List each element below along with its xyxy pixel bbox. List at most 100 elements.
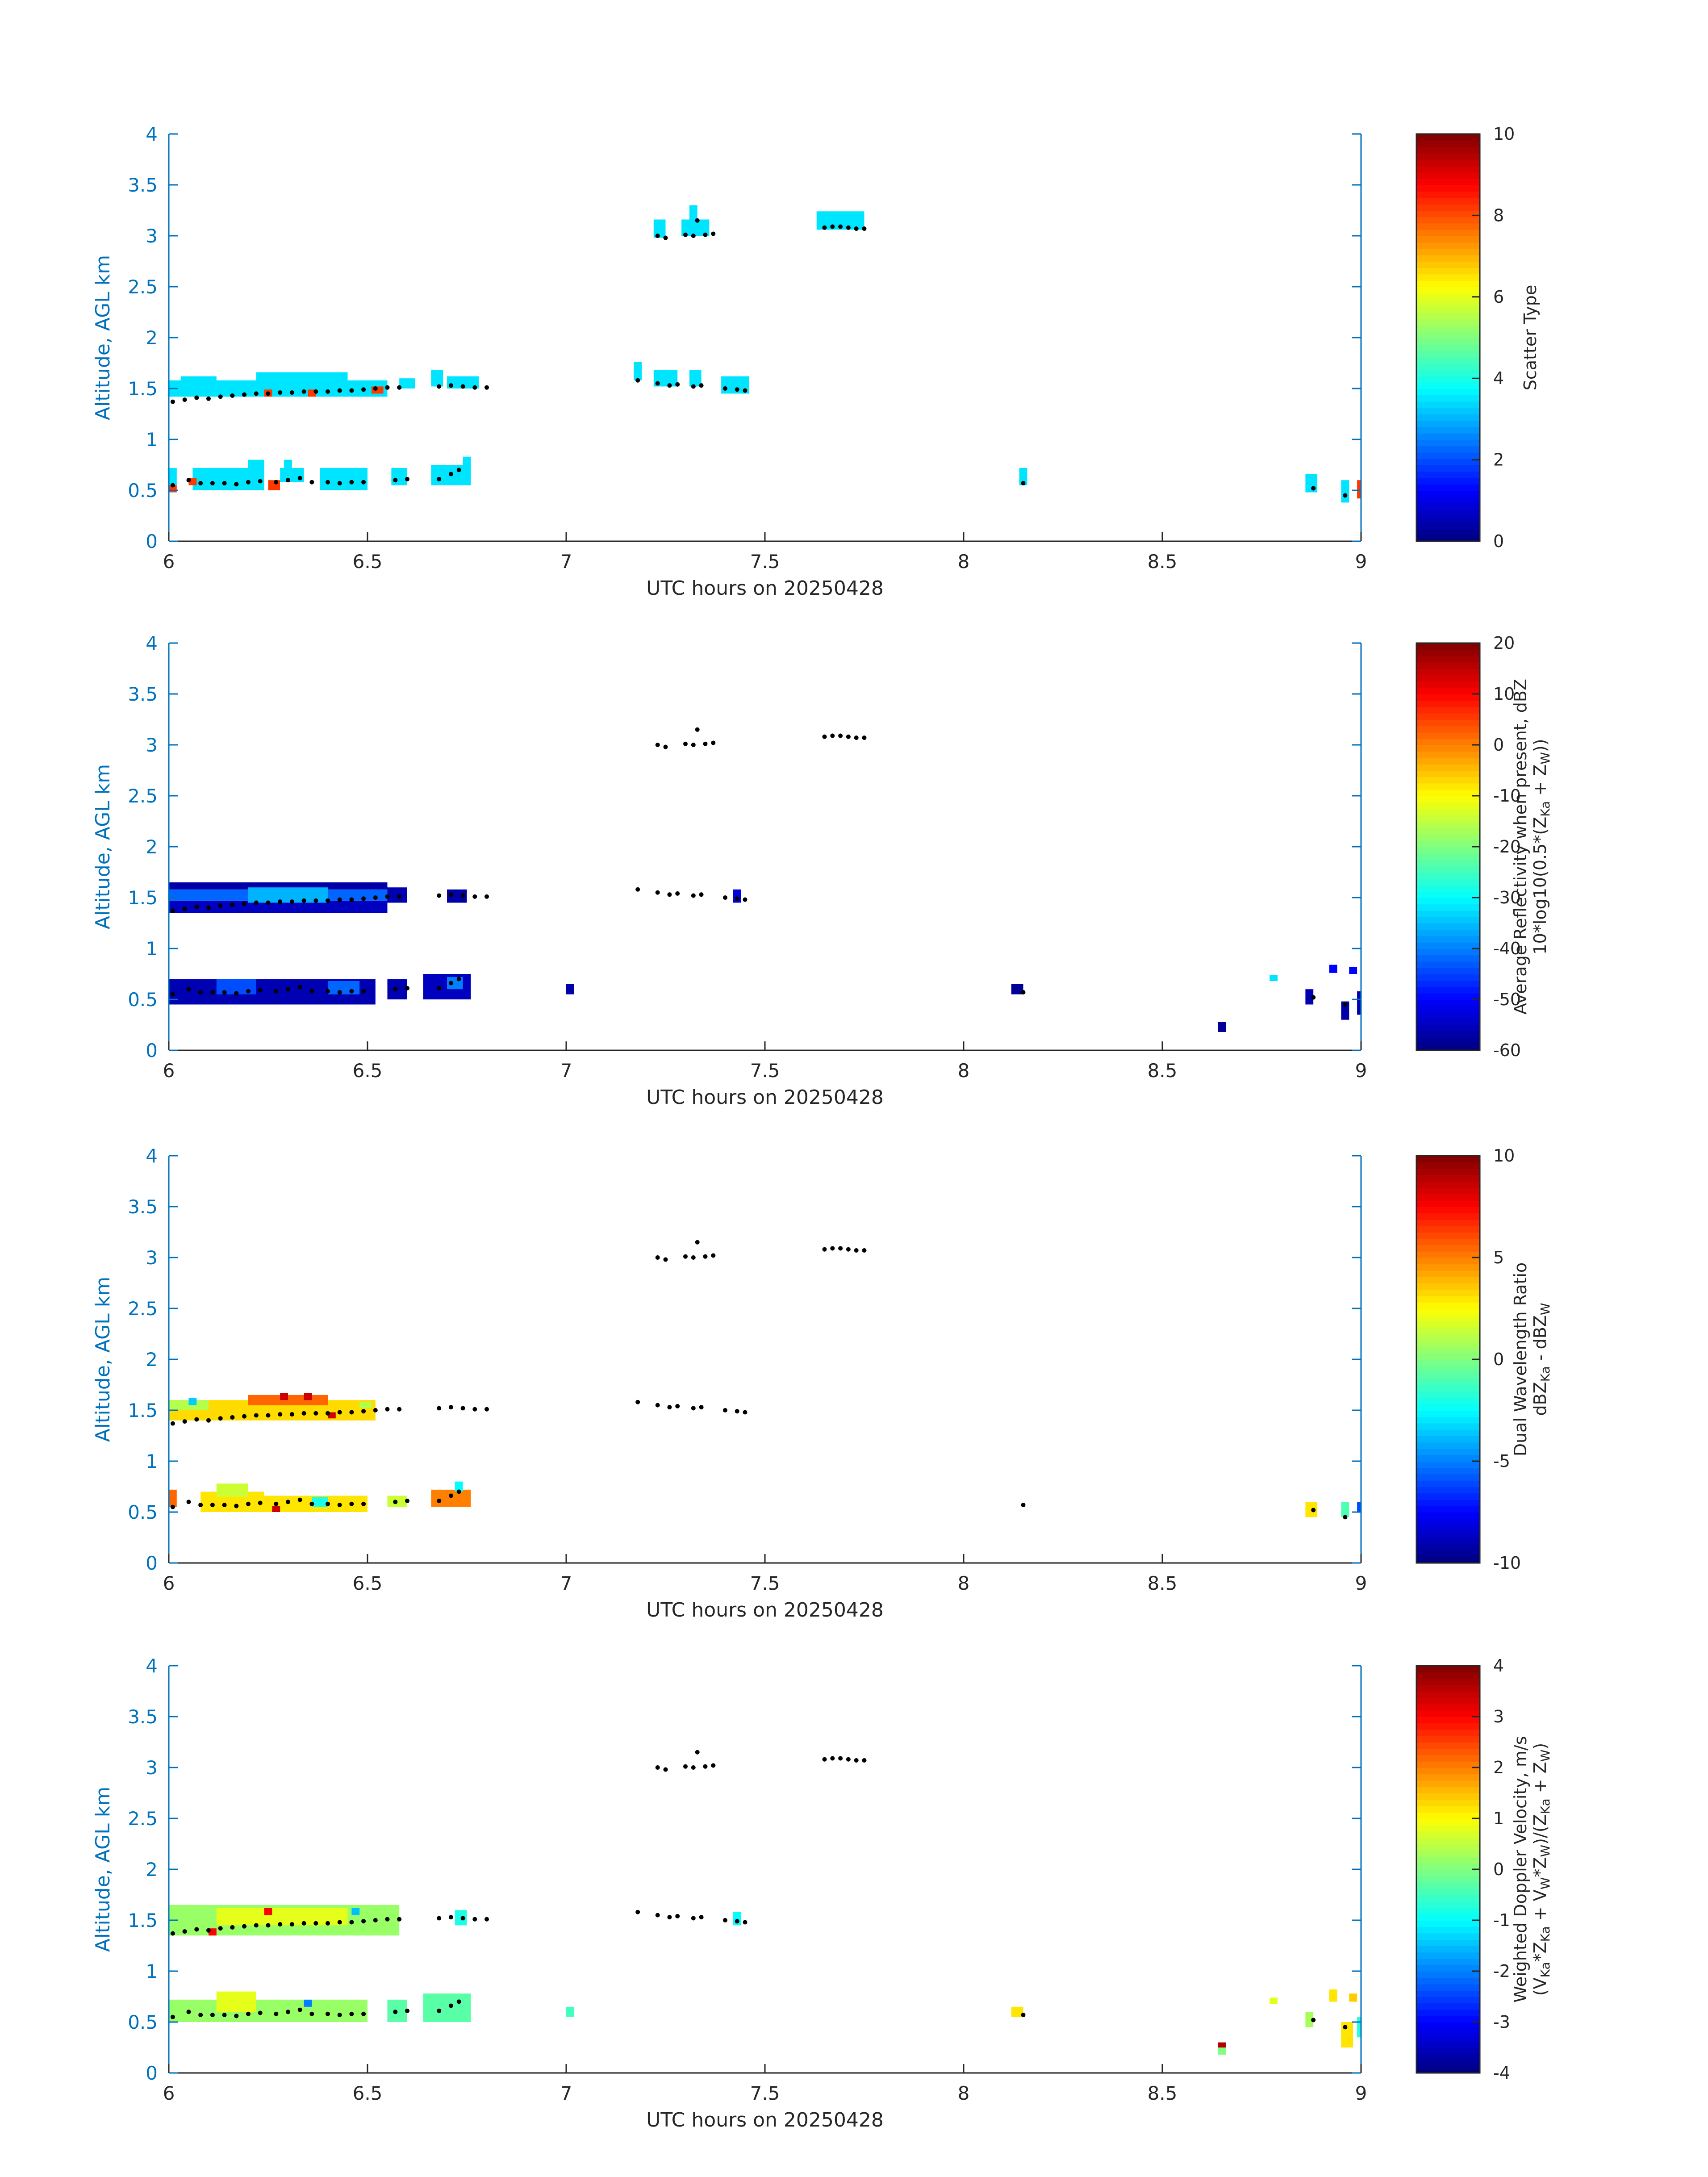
marker-dot: [675, 891, 680, 896]
marker-dot: [448, 1405, 453, 1410]
colorbar-step: [1416, 993, 1480, 1000]
colorbar-step: [1416, 1156, 1480, 1163]
colorbar-step: [1416, 783, 1480, 790]
colorbar-step: [1416, 1417, 1480, 1424]
y-axis-label: Altitude, AGL km: [92, 764, 114, 929]
x-axis-label: UTC hours on 20250428: [646, 1086, 884, 1109]
marker-dot: [206, 1418, 211, 1423]
colorbar-step: [1416, 1538, 1480, 1545]
marker-dot: [743, 897, 748, 902]
colorbar-step: [1416, 236, 1480, 243]
marker-dot: [735, 1409, 739, 1414]
colorbar-step: [1416, 1755, 1480, 1762]
colorbar-step: [1416, 1697, 1480, 1705]
colorbar-step: [1416, 1774, 1480, 1781]
colorbar-step: [1416, 1672, 1480, 1679]
marker-dot: [266, 1923, 271, 1928]
marker-dot: [309, 1501, 314, 1506]
colorbar-step: [1416, 299, 1480, 306]
colorbar-step: [1416, 694, 1480, 701]
colorbar-step: [1416, 1353, 1480, 1360]
colorbar-step: [1416, 1793, 1480, 1800]
x-tick-label: 6: [163, 551, 175, 572]
heatmap-cell: [359, 1402, 372, 1408]
x-tick-label: 9: [1355, 1060, 1367, 1082]
colorbar-step: [1416, 942, 1480, 949]
marker-dot: [448, 1915, 453, 1920]
colorbar-step: [1416, 1544, 1480, 1551]
colorbar-step: [1416, 1238, 1480, 1245]
colorbar-step: [1416, 1799, 1480, 1806]
marker-dot: [198, 1503, 203, 1508]
colorbar-step: [1416, 242, 1480, 249]
marker-dot: [683, 741, 688, 746]
heatmap-cell: [1341, 2022, 1353, 2047]
colorbar-step: [1416, 974, 1480, 981]
colorbar-tick-label: -3: [1493, 2012, 1510, 2032]
colorbar-step: [1416, 847, 1480, 854]
colorbar-step: [1416, 1429, 1480, 1436]
panel-4: 6 6.5 7 7.5 8 8.5 9 0 0.5 1 1.5 2 2.5 3 3.5 4 UTC hours …: [92, 1655, 1553, 2131]
colorbar-label: Weighted Doppler Velocity, m/s: [1511, 1736, 1530, 2002]
marker-dot: [373, 1408, 378, 1412]
colorbar-step: [1416, 1461, 1480, 1468]
colorbar-step: [1416, 719, 1480, 727]
marker-dot: [397, 1917, 402, 1922]
colorbar-step: [1416, 1181, 1480, 1188]
heatmap-cell: [1357, 1502, 1361, 1512]
colorbar-step: [1416, 1997, 1480, 2004]
marker-dot: [743, 1920, 748, 1925]
marker-dot: [313, 1921, 318, 1926]
marker-dot: [274, 2011, 279, 2016]
colorbar-step: [1416, 923, 1480, 930]
colorbar-step: [1416, 197, 1480, 205]
colorbar-tick-label: 1: [1493, 1809, 1504, 1828]
heatmap-cell: [1341, 1001, 1349, 1020]
y-tick-label: 3.5: [128, 1196, 158, 1218]
colorbar-step: [1416, 1844, 1480, 1851]
marker-dot: [182, 1419, 187, 1424]
marker-dot: [448, 2003, 453, 2008]
marker-dot: [456, 1999, 461, 2004]
marker-dot: [703, 232, 708, 237]
colorbar-step: [1416, 643, 1480, 650]
marker-dot: [326, 389, 330, 394]
heatmap-cell: [351, 1908, 360, 1915]
x-tick-label: 8.5: [1148, 2082, 1178, 2104]
colorbar-tick-label: 10: [1493, 1146, 1515, 1166]
marker-dot: [274, 1501, 279, 1506]
colorbar: -4 -3 -2 -1 0 1 2 3 4 Weighted Doppler Velocity, …: [1416, 1656, 1553, 2083]
marker-dot: [743, 388, 748, 393]
marker-dot: [667, 1915, 672, 1920]
colorbar-label: Dual Wavelength Ratio: [1511, 1262, 1530, 1456]
heatmap-cell: [192, 468, 264, 490]
marker-dot: [361, 387, 366, 392]
colorbar-step: [1416, 433, 1480, 440]
colorbar: -60 -50 -40 -30 -20 -10 0 10 20 Average Reflectiv…: [1416, 633, 1553, 1060]
colorbar-step: [1416, 2022, 1480, 2029]
marker-dot: [286, 987, 290, 992]
marker-dot: [723, 1918, 727, 1922]
marker-dot: [846, 1247, 851, 1252]
y-tick-label: 0: [146, 2062, 158, 2084]
colorbar-step: [1416, 1283, 1480, 1290]
marker-dot: [675, 1914, 680, 1918]
colorbar-step: [1416, 389, 1480, 396]
colorbar-label: (VKa​*ZKa​ + VW​*ZW​)/(ZKa​ + ZW​): [1530, 1743, 1553, 1996]
marker-dot: [170, 2014, 175, 2019]
colorbar-step: [1416, 1219, 1480, 1226]
marker-dot: [1311, 2018, 1316, 2022]
colorbar-tick-label: 10: [1493, 684, 1515, 704]
marker-dot: [313, 898, 318, 903]
marker-dot: [830, 733, 835, 738]
marker-dot: [361, 1919, 366, 1924]
marker-dot: [337, 1410, 342, 1415]
colorbar-step: [1416, 859, 1480, 866]
marker-dots: [170, 218, 1348, 498]
colorbar-step: [1416, 853, 1480, 860]
marker-dot: [862, 1248, 867, 1253]
colorbar-step: [1416, 331, 1480, 338]
y-tick-label: 0.5: [128, 2011, 158, 2033]
marker-dot: [254, 1923, 259, 1928]
colorbar-label: dBZKa​ - dBZW​: [1530, 1303, 1553, 1416]
